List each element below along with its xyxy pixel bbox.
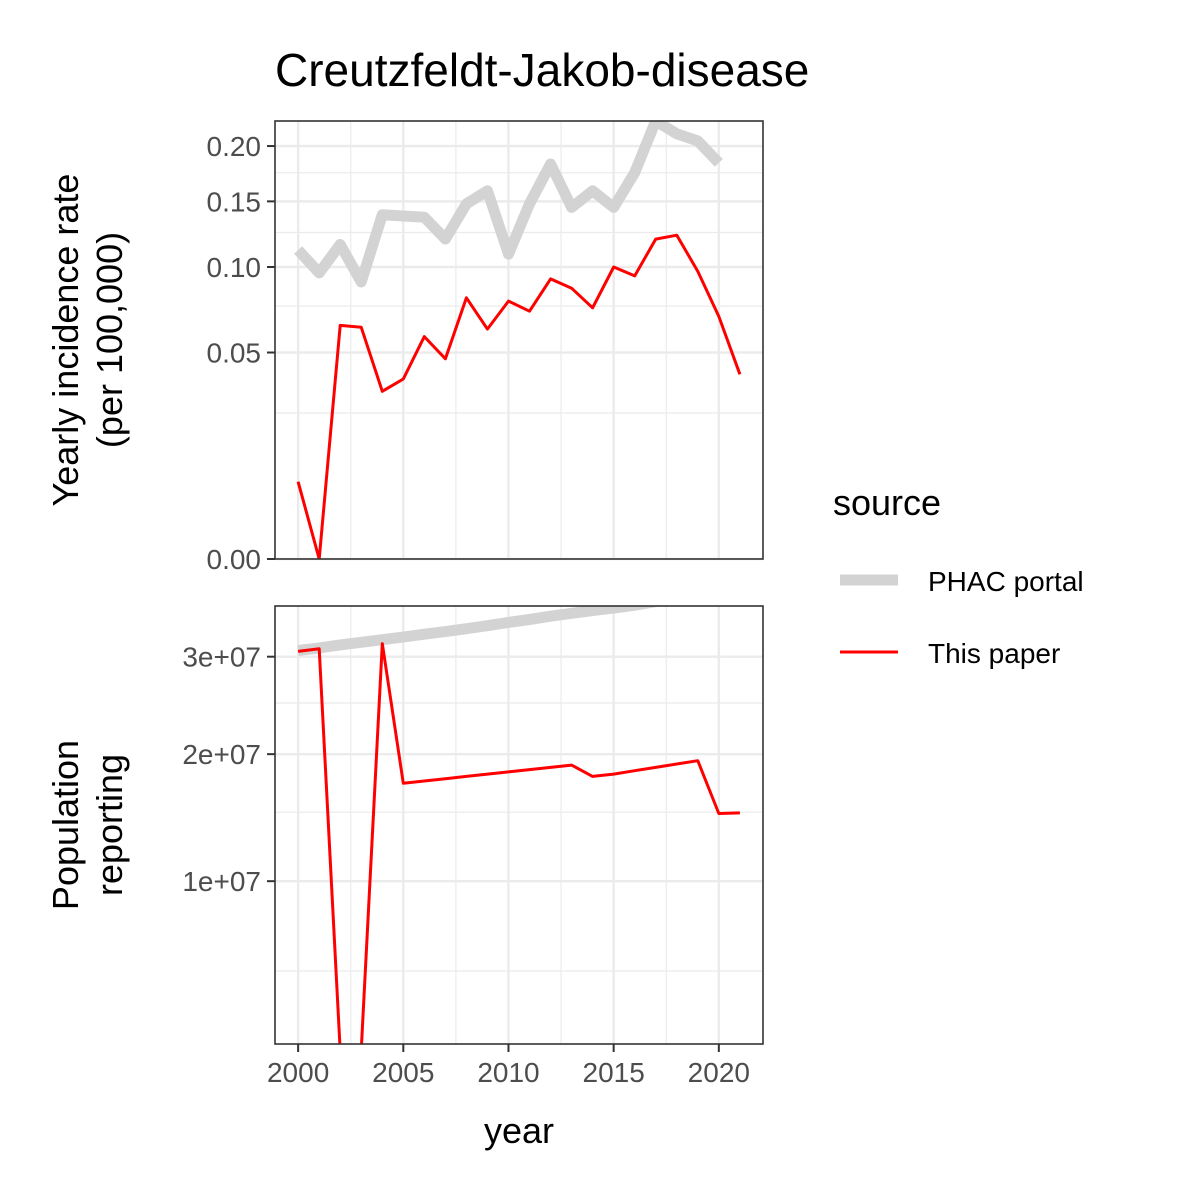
- x-axis: 2000 2005 2010 2015 2020: [267, 1044, 750, 1088]
- y-tick-label: 3e+07: [182, 642, 261, 673]
- incidence-line-phac-portal: [294, 121, 723, 288]
- chart-title: Creutzfeldt-Jakob-disease: [275, 44, 809, 96]
- population-series-phac-portal: [297, 606, 663, 656]
- x-tick-label: 2015: [583, 1057, 645, 1088]
- incidence-panel: 0.00 0.05 0.10 0.15 0.20 Yearly incidence ra…: [45, 120, 764, 575]
- y-tick-label: 2e+07: [182, 739, 261, 770]
- y-tick-label: 0.10: [207, 252, 262, 283]
- population-y-axis-title-line2: reporting: [89, 754, 130, 896]
- population-y-axis-title-line1: Population: [45, 740, 86, 910]
- x-tick-label: 2000: [267, 1057, 329, 1088]
- population-series-this-paper: [297, 642, 740, 1044]
- population-line-this-paper: [297, 642, 740, 1044]
- y-tick-label: 1e+07: [182, 866, 261, 897]
- incidence-y-axis: 0.00 0.05 0.10 0.15 0.20: [207, 131, 275, 575]
- y-tick-label: 0.05: [207, 338, 262, 369]
- population-panel: 1e+07 2e+07 3e+07 Population reporting: [45, 605, 764, 1045]
- population-line-phac-portal: [297, 606, 663, 656]
- population-grid: [275, 606, 763, 1044]
- incidence-y-axis-title-line1: Yearly incidence rate: [45, 174, 86, 507]
- y-tick-label: 0.00: [207, 544, 262, 575]
- x-axis-title: year: [484, 1110, 554, 1151]
- x-tick-label: 2005: [372, 1057, 434, 1088]
- incidence-series-phac-portal: [294, 121, 723, 288]
- x-tick-label: 2010: [477, 1057, 539, 1088]
- y-tick-label: 0.20: [207, 131, 262, 162]
- population-y-axis: 1e+07 2e+07 3e+07: [182, 642, 275, 897]
- incidence-line-this-paper: [296, 233, 742, 559]
- incidence-y-axis-title-line2: (per 100,000): [89, 232, 130, 448]
- x-tick-label: 2020: [688, 1057, 750, 1088]
- legend-label-this-paper: This paper: [928, 638, 1060, 669]
- legend-title: source: [833, 482, 941, 523]
- population-series: [297, 606, 740, 1044]
- legend-label-phac-portal: PHAC portal: [928, 566, 1084, 597]
- incidence-series-this-paper: [296, 233, 742, 559]
- legend: source PHAC portal This paper: [833, 482, 1084, 669]
- incidence-series: [294, 121, 742, 559]
- y-tick-label: 0.15: [207, 186, 262, 217]
